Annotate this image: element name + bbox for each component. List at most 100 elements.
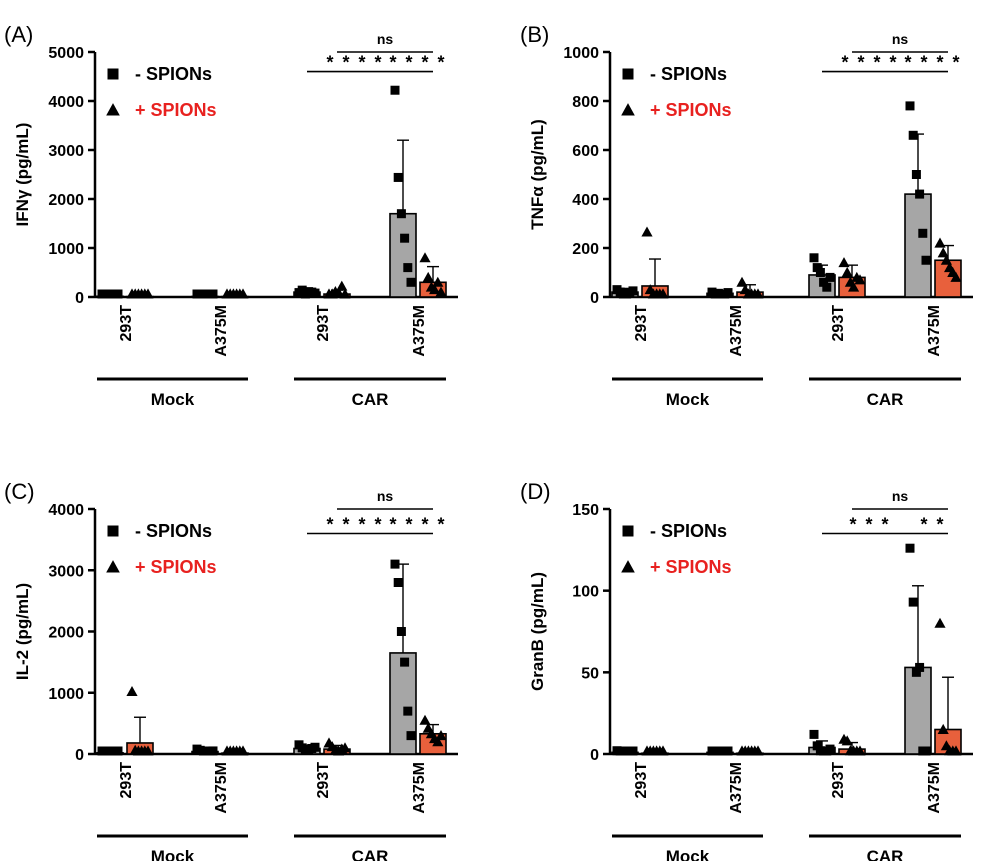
x-tick-label: A375M xyxy=(411,305,428,357)
significance-label: ns xyxy=(892,488,909,504)
legend-triangle-marker xyxy=(621,103,635,116)
data-point xyxy=(921,746,931,756)
x-tick-label: 293T xyxy=(315,305,332,342)
data-point xyxy=(905,101,915,111)
y-axis-label: GranB (pg/mL) xyxy=(528,572,547,691)
data-point xyxy=(937,247,949,258)
y-tick-label: 5000 xyxy=(48,45,84,62)
data-point xyxy=(400,657,410,667)
data-point xyxy=(950,745,962,756)
x-tick-label: A375M xyxy=(728,305,745,357)
data-point xyxy=(142,288,154,299)
data-point xyxy=(723,288,733,298)
panel-c: (C) 0 1000 2000 3000 4000 IL-2 (pg/mL) 293T A375… xyxy=(4,479,458,866)
legend-square-marker xyxy=(107,525,119,537)
data-point xyxy=(921,255,931,265)
y-tick-label: 100 xyxy=(572,584,599,601)
legend-label: + SPIONs xyxy=(135,557,217,577)
legend-square-marker xyxy=(107,68,119,80)
panel-a: (A) 0 1000 2000 3000 4000 5000 IFNγ (pg/mL) 293T… xyxy=(4,22,458,409)
data-point xyxy=(937,723,949,734)
y-axis-label: IFNγ (pg/mL) xyxy=(13,123,32,227)
data-point xyxy=(237,745,249,756)
panel-label: (D) xyxy=(520,479,551,504)
data-point xyxy=(825,744,835,754)
data-point xyxy=(657,745,669,756)
data-point xyxy=(812,741,822,751)
data-point xyxy=(723,746,733,756)
panel-label: (A) xyxy=(4,22,33,47)
y-tick-label: 0 xyxy=(590,747,599,764)
significance-label: * * * * xyxy=(904,53,961,73)
data-point xyxy=(841,735,853,746)
legend-triangle-marker xyxy=(106,560,120,573)
data-point xyxy=(825,272,835,282)
y-tick-label: 3000 xyxy=(48,143,84,160)
data-point xyxy=(208,289,218,299)
bar-minus-spions xyxy=(389,652,417,755)
y-tick-label: 400 xyxy=(572,192,599,209)
y-tick-label: 150 xyxy=(572,502,599,519)
group-label: Mock xyxy=(666,847,710,861)
data-point xyxy=(841,266,853,277)
data-point xyxy=(432,276,444,287)
data-point xyxy=(208,746,218,756)
data-point xyxy=(422,271,434,282)
data-point xyxy=(435,286,447,297)
x-tick-label: A375M xyxy=(411,762,428,814)
data-point xyxy=(126,685,138,696)
y-tick-label: 4000 xyxy=(48,94,84,111)
data-point xyxy=(113,289,123,299)
data-point xyxy=(406,277,416,287)
data-point xyxy=(628,286,638,296)
legend-label: + SPIONs xyxy=(650,557,732,577)
data-point xyxy=(815,268,825,277)
data-point xyxy=(848,281,860,292)
data-point xyxy=(854,745,866,756)
data-point xyxy=(911,170,921,179)
data-point xyxy=(918,228,928,238)
x-tick-label: A375M xyxy=(213,305,230,357)
significance-label: * * * * xyxy=(389,53,446,73)
significance-label: * * * xyxy=(849,515,890,535)
data-point xyxy=(336,280,348,291)
data-point xyxy=(333,287,345,298)
x-tick-label: A375M xyxy=(926,305,943,357)
data-point xyxy=(393,172,403,182)
data-point xyxy=(237,288,249,299)
y-tick-label: 50 xyxy=(581,665,599,682)
data-point xyxy=(908,130,918,140)
legend-label: + SPIONs xyxy=(135,100,217,120)
data-point xyxy=(310,742,320,752)
y-tick-label: 1000 xyxy=(48,686,84,703)
data-point xyxy=(310,288,320,298)
data-point xyxy=(934,617,946,628)
legend-label: - SPIONs xyxy=(135,64,212,84)
bar-minus-spions xyxy=(904,666,932,755)
legend-label: + SPIONs xyxy=(650,100,732,120)
x-tick-label: A375M xyxy=(926,762,943,814)
data-point xyxy=(752,745,764,756)
bar-minus-spions xyxy=(904,193,932,298)
significance-label: ns xyxy=(892,31,909,47)
panel-label: (C) xyxy=(4,479,35,504)
x-tick-label: 293T xyxy=(315,762,332,799)
data-point xyxy=(113,746,123,756)
data-point xyxy=(403,706,413,716)
data-point xyxy=(142,745,154,756)
y-tick-label: 600 xyxy=(572,143,599,160)
legend-square-marker xyxy=(622,68,634,80)
group-label: Mock xyxy=(151,390,195,409)
significance-label: * * * * xyxy=(389,515,446,535)
data-point xyxy=(819,277,829,287)
legend-label: - SPIONs xyxy=(650,64,727,84)
data-point xyxy=(934,237,946,248)
y-tick-label: 0 xyxy=(590,290,599,307)
x-tick-label: A375M xyxy=(213,762,230,814)
data-point xyxy=(950,271,962,282)
data-point xyxy=(752,288,764,299)
x-tick-label: 293T xyxy=(633,762,650,799)
data-point xyxy=(390,559,400,569)
data-point xyxy=(396,209,406,219)
